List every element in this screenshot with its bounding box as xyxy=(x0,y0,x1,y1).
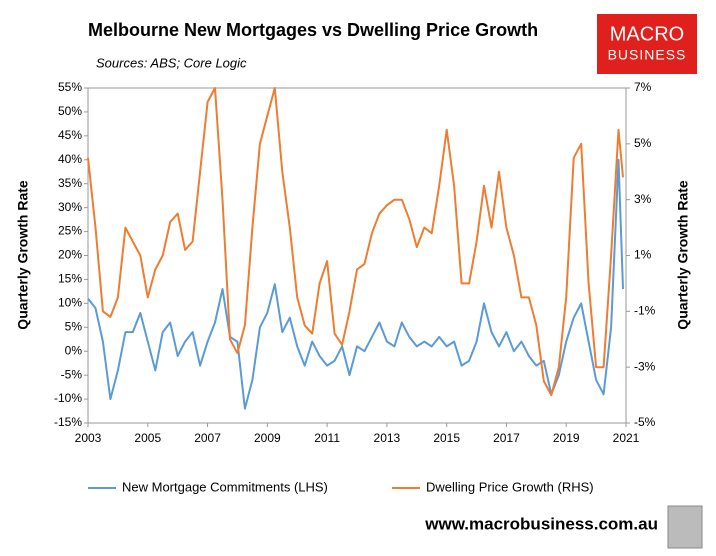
y2-tick-label: 7% xyxy=(634,80,652,94)
y-tick-label: 15% xyxy=(58,272,82,286)
y-axis-label: Quarterly Growth Rate xyxy=(15,180,31,330)
x-tick-label: 2007 xyxy=(194,431,221,445)
y2-tick-label: -1% xyxy=(634,304,656,318)
y-tick-label: -10% xyxy=(54,391,82,405)
logo-line: BUSINESS xyxy=(608,47,687,63)
x-tick-label: 2003 xyxy=(75,431,102,445)
y2-tick-label: 3% xyxy=(634,192,652,206)
y2-axis-label: Quarterly Growth Rate xyxy=(675,180,691,330)
x-tick-label: 2017 xyxy=(493,431,520,445)
y2-tick-label: -5% xyxy=(634,415,656,429)
series-line xyxy=(87,87,624,397)
y-tick-label: 50% xyxy=(58,104,82,118)
logo-line: MACRO xyxy=(610,23,684,45)
plot-area xyxy=(87,87,627,424)
x-tick-label: 2009 xyxy=(254,431,281,445)
logo-icon xyxy=(667,505,703,549)
x-tick-label: 2013 xyxy=(374,431,401,445)
y2-tick-label: 1% xyxy=(634,248,652,262)
footer: www.macrobusiness.com.au xyxy=(424,514,658,533)
x-tick-label: 2019 xyxy=(553,431,580,445)
y-tick-label: 10% xyxy=(58,296,82,310)
chart-title: Melbourne New Mortgages vs Dwelling Pric… xyxy=(88,20,538,40)
y-tick-label: -5% xyxy=(61,367,83,381)
y-tick-label: 40% xyxy=(58,152,82,166)
y-tick-label: 45% xyxy=(58,128,82,142)
x-tick-label: 2005 xyxy=(134,431,161,445)
y-tick-label: 55% xyxy=(58,80,82,94)
y-tick-label: 35% xyxy=(58,176,82,190)
y-tick-label: 5% xyxy=(65,319,83,333)
y-tick-label: -15% xyxy=(54,415,82,429)
y-tick-label: 30% xyxy=(58,200,82,214)
y2-tick-label: -3% xyxy=(634,359,656,373)
x-tick-label: 2011 xyxy=(314,431,340,445)
y-tick-label: 0% xyxy=(65,343,83,357)
y-tick-label: 25% xyxy=(58,224,82,238)
logo-box xyxy=(597,14,697,74)
series-line xyxy=(87,158,624,410)
x-tick-label: 2015 xyxy=(433,431,460,445)
subtitle: Sources: ABS; Core Logic xyxy=(96,55,247,70)
legend-label: Dwelling Price Growth (RHS) xyxy=(426,479,594,494)
y-tick-label: 20% xyxy=(58,248,82,262)
y2-tick-label: 5% xyxy=(634,136,652,150)
legend-label: New Mortgage Commitments (LHS) xyxy=(122,479,328,494)
x-tick-label: 2021 xyxy=(613,431,640,445)
